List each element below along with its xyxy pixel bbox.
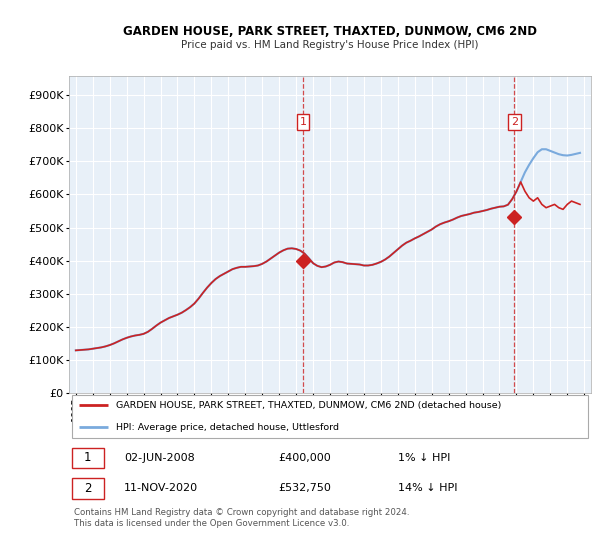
Text: 1: 1 [300, 117, 307, 127]
Text: 02-JUN-2008: 02-JUN-2008 [124, 453, 194, 463]
Text: 1: 1 [84, 451, 92, 464]
Text: 2: 2 [511, 117, 518, 127]
Text: £532,750: £532,750 [278, 483, 331, 493]
Text: 2: 2 [84, 482, 92, 495]
FancyBboxPatch shape [71, 447, 104, 468]
Text: 11-NOV-2020: 11-NOV-2020 [124, 483, 198, 493]
FancyBboxPatch shape [71, 395, 589, 438]
Text: GARDEN HOUSE, PARK STREET, THAXTED, DUNMOW, CM6 2ND: GARDEN HOUSE, PARK STREET, THAXTED, DUNM… [123, 25, 537, 38]
Text: Contains HM Land Registry data © Crown copyright and database right 2024.
This d: Contains HM Land Registry data © Crown c… [74, 508, 410, 528]
Text: Price paid vs. HM Land Registry's House Price Index (HPI): Price paid vs. HM Land Registry's House … [181, 40, 479, 50]
FancyBboxPatch shape [71, 478, 104, 498]
Text: 1% ↓ HPI: 1% ↓ HPI [398, 453, 450, 463]
Text: £400,000: £400,000 [278, 453, 331, 463]
Text: 14% ↓ HPI: 14% ↓ HPI [398, 483, 457, 493]
Text: HPI: Average price, detached house, Uttlesford: HPI: Average price, detached house, Uttl… [116, 423, 339, 432]
Text: GARDEN HOUSE, PARK STREET, THAXTED, DUNMOW, CM6 2ND (detached house): GARDEN HOUSE, PARK STREET, THAXTED, DUNM… [116, 401, 502, 410]
